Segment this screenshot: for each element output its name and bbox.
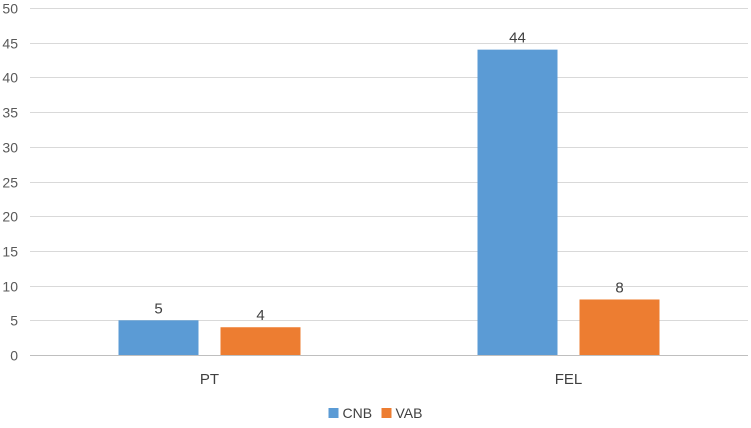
legend-item-cnb: CNB xyxy=(328,405,373,421)
legend-label: CNB xyxy=(343,405,373,421)
y-tick-label: 10 xyxy=(2,279,18,295)
data-label: 5 xyxy=(154,300,162,317)
bar-vab-pt xyxy=(220,327,301,355)
y-tick-label: 15 xyxy=(2,244,18,260)
y-tick-label: 40 xyxy=(2,70,18,86)
bars xyxy=(118,49,660,355)
y-tick-label: 25 xyxy=(2,175,18,191)
y-tick-label: 0 xyxy=(10,348,18,364)
data-label: 8 xyxy=(615,279,623,296)
bar-cnb-fel xyxy=(477,49,558,355)
category-label: FEL xyxy=(555,371,583,388)
legend-label: VAB xyxy=(396,405,423,421)
y-tick-label: 50 xyxy=(2,1,18,17)
x-axis-categories: PT FEL xyxy=(200,371,582,388)
y-axis-ticks: 0 5 10 15 20 25 30 35 40 45 50 xyxy=(2,1,18,364)
legend-item-vab: VAB xyxy=(381,405,423,421)
category-label: PT xyxy=(200,371,219,388)
data-label: 44 xyxy=(509,30,526,47)
bar-vab-fel xyxy=(579,299,660,355)
legend-swatch xyxy=(328,408,339,418)
legend-swatch xyxy=(381,408,392,418)
y-tick-label: 45 xyxy=(2,36,18,52)
y-tick-label: 20 xyxy=(2,209,18,225)
y-tick-label: 5 xyxy=(10,313,18,329)
bar-cnb-pt xyxy=(118,320,199,355)
data-label: 4 xyxy=(256,307,264,324)
y-tick-label: 35 xyxy=(2,105,18,121)
legend: CNB VAB xyxy=(328,405,423,421)
y-tick-label: 30 xyxy=(2,140,18,156)
